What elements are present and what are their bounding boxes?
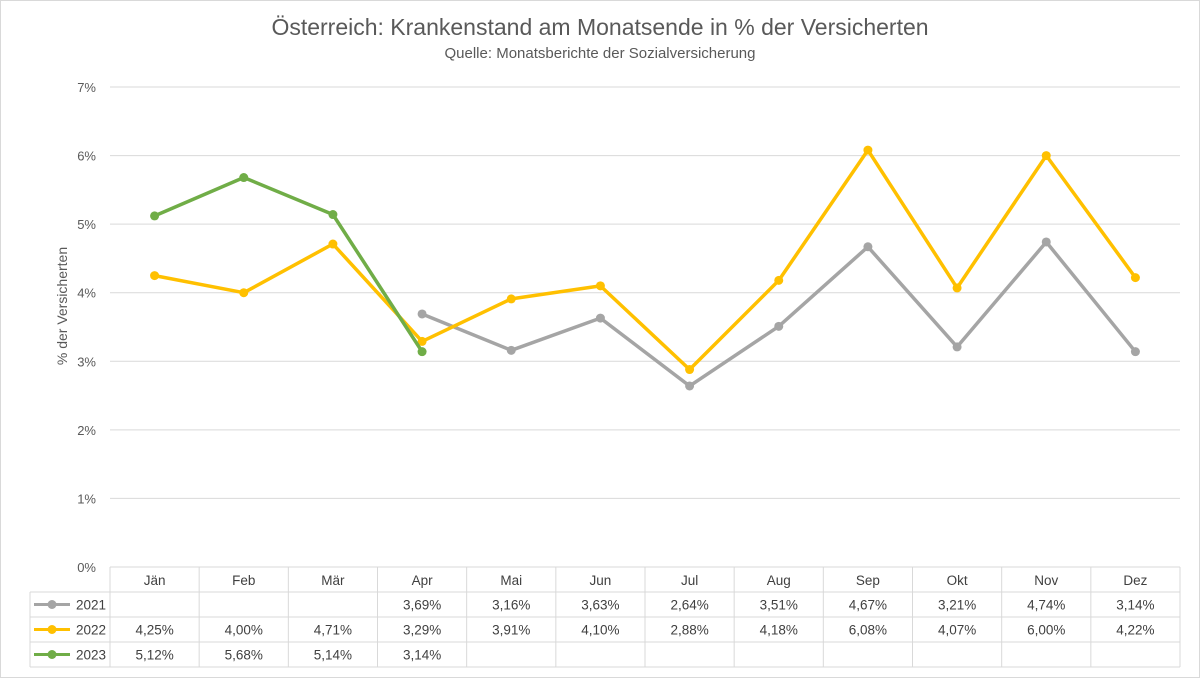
data-label-2021-Okt: 3,21% <box>938 598 976 613</box>
data-point-2021-Nov <box>1041 237 1051 247</box>
data-label-2023-Mär: 5,14% <box>314 648 352 663</box>
table-header-Aug: Aug <box>767 573 791 588</box>
chart-title: Österreich: Krankenstand am Monatsende i… <box>271 14 929 40</box>
data-point-2023-Feb <box>239 173 249 183</box>
data-point-2022-Mai <box>506 294 516 304</box>
data-point-2021-Jul <box>685 381 695 391</box>
legend-key-marker-2021 <box>47 600 57 609</box>
data-point-2023-Apr <box>417 347 427 357</box>
series-line-2022 <box>152 148 1138 372</box>
y-tick-label: 0% <box>77 560 96 575</box>
table-header-Okt: Okt <box>947 573 968 588</box>
data-point-2022-Jul <box>685 365 695 375</box>
table-header-Jun: Jun <box>590 573 612 588</box>
gridlines <box>110 86 1180 499</box>
data-point-2022-Apr <box>417 336 427 346</box>
data-label-2022-Okt: 4,07% <box>938 623 976 638</box>
data-label-2021-Jun: 3,63% <box>581 598 619 613</box>
data-label-2023-Apr: 3,14% <box>403 648 441 663</box>
table-header-Sep: Sep <box>856 573 880 588</box>
data-point-2021-Dez <box>1130 347 1140 357</box>
data-label-2022-Jun: 4,10% <box>581 623 619 638</box>
data-point-2022-Sep <box>863 145 873 155</box>
data-point-2021-Aug <box>774 321 784 331</box>
y-tick-label: 5% <box>77 217 96 232</box>
series-line-2021 <box>420 240 1138 388</box>
data-label-2021-Mai: 3,16% <box>492 598 530 613</box>
data-label-2022-Sep: 6,08% <box>849 623 887 638</box>
data-point-2021-Apr <box>417 309 427 319</box>
data-label-2022-Feb: 4,00% <box>225 623 263 638</box>
data-label-2022-Aug: 4,18% <box>760 623 798 638</box>
legend-key-marker-2023 <box>47 650 57 659</box>
data-label-2022-Dez: 4,22% <box>1116 623 1154 638</box>
data-label-2021-Nov: 4,74% <box>1027 598 1065 613</box>
data-label-2023-Feb: 5,68% <box>225 648 263 663</box>
data-point-2023-Mär <box>328 210 338 220</box>
data-point-2022-Jän <box>150 271 160 281</box>
table-header-Jän: Jän <box>144 573 166 588</box>
y-axis-ticks: 0% 1% 2% 3% 4% 5% 6% 7% <box>77 80 96 575</box>
legend-key-marker-2022 <box>47 625 57 634</box>
data-point-2021-Sep <box>863 242 873 252</box>
data-point-2022-Nov <box>1041 151 1051 161</box>
table-header-Mär: Mär <box>321 573 345 588</box>
data-label-2021-Apr: 3,69% <box>403 598 441 613</box>
series-lines <box>150 145 1140 391</box>
table-header-Nov: Nov <box>1034 573 1058 588</box>
y-tick-label: 6% <box>77 149 96 164</box>
data-point-2022-Feb <box>239 288 249 298</box>
legend-label-2021: 2021 <box>76 598 106 613</box>
data-label-2022-Mär: 4,71% <box>314 623 352 638</box>
data-point-2022-Aug <box>774 275 784 285</box>
data-point-2023-Jän <box>150 211 160 221</box>
data-label-2021-Jul: 2,64% <box>670 598 708 613</box>
data-label-2022-Jul: 2,88% <box>670 623 708 638</box>
data-point-2022-Dez <box>1130 273 1140 283</box>
data-label-2022-Jän: 4,25% <box>135 623 173 638</box>
data-label-2021-Dez: 3,14% <box>1116 598 1154 613</box>
data-label-2023-Jän: 5,12% <box>135 648 173 663</box>
data-table: Jän Feb Mär Apr Mai Jun Jul Aug Sep Okt Nov Dez 2021… <box>29 566 1181 668</box>
data-label-2021-Sep: 4,67% <box>849 598 887 613</box>
table-header-Dez: Dez <box>1123 573 1147 588</box>
y-tick-label: 4% <box>77 286 96 301</box>
y-tick-label: 2% <box>77 423 96 438</box>
data-point-2022-Okt <box>952 283 962 293</box>
data-point-2021-Jun <box>595 313 605 323</box>
legend-label-2023: 2023 <box>76 648 106 663</box>
table-header-Apr: Apr <box>412 573 434 588</box>
y-tick-label: 1% <box>77 491 96 506</box>
legend-label-2022: 2022 <box>76 623 106 638</box>
data-label-2022-Nov: 6,00% <box>1027 623 1065 638</box>
chart-subtitle: Quelle: Monatsberichte der Sozialversich… <box>444 45 756 62</box>
table-header-Feb: Feb <box>232 573 255 588</box>
data-label-2022-Apr: 3,29% <box>403 623 441 638</box>
y-tick-label: 7% <box>77 80 96 95</box>
table-header-Jul: Jul <box>681 573 698 588</box>
y-tick-label: 3% <box>77 354 96 369</box>
table-header-Mai: Mai <box>500 573 522 588</box>
data-point-2022-Jun <box>595 281 605 291</box>
data-label-2021-Aug: 3,51% <box>760 598 798 613</box>
data-point-2021-Mai <box>506 345 516 355</box>
data-point-2021-Okt <box>952 342 962 352</box>
data-label-2022-Mai: 3,91% <box>492 623 530 638</box>
series-line-2023 <box>152 175 424 354</box>
data-point-2022-Mär <box>328 239 338 249</box>
